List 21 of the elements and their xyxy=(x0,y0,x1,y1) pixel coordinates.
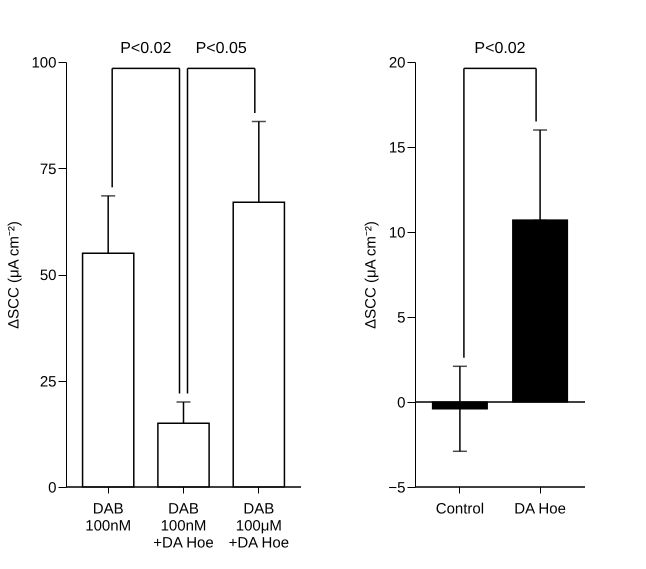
y-tick-label: 0 xyxy=(397,394,406,412)
text: P<0.02 xyxy=(474,40,526,57)
y-tick-label: 0 xyxy=(48,480,56,496)
x-tick-label: DAB 100nM +DA Hoe xyxy=(153,500,214,552)
y-tick-label: 100 xyxy=(31,54,56,72)
y-axis-title: ΔSCC (μA cm⁻²) xyxy=(5,221,22,329)
text: P<0.02 xyxy=(120,40,172,57)
text: P<0.05 xyxy=(196,40,247,57)
y-tick-label: 50 xyxy=(40,267,56,284)
x-tick-label: Control xyxy=(436,500,484,518)
y-tick-label: 5 xyxy=(397,310,406,326)
y-tick-label: 20 xyxy=(388,54,406,72)
y-tick-label: 25 xyxy=(40,373,56,390)
y-tick-label: −5 xyxy=(388,480,406,496)
x-tick-label: DAB 100μM +DA Hoe xyxy=(228,500,290,552)
x-tick-label: DAB 100nM xyxy=(85,500,132,534)
y-tick-label: 75 xyxy=(40,160,56,178)
x-tick-label: DA Hoe xyxy=(514,500,566,518)
y-axis-title: ΔSCC (μA cm⁻²) xyxy=(362,221,380,329)
y-tick-label: 10 xyxy=(388,224,406,242)
y-tick-label: 15 xyxy=(388,140,406,156)
